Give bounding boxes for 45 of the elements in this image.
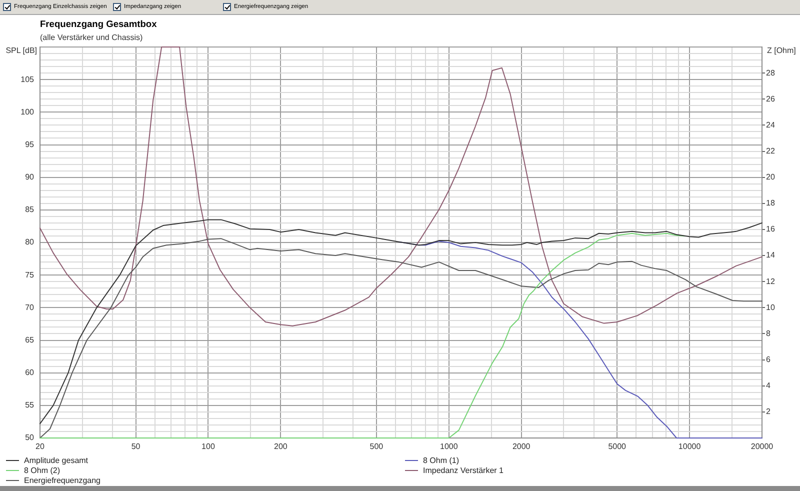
y-tick-label: 105 — [20, 74, 35, 84]
x-tick-label: 100 — [202, 442, 216, 452]
x-tick-label: 200 — [274, 442, 288, 452]
y2-tick-label: 26 — [766, 94, 776, 104]
x-tick-label: 2000 — [512, 442, 531, 452]
x-tick-label: 20 — [36, 442, 45, 452]
y2-tick-label: 10 — [766, 302, 776, 312]
y-tick-label: 75 — [25, 270, 35, 280]
chart-subtitle: (alle Verstärker und Chassis) — [40, 33, 143, 42]
y2-tick-label: 16 — [766, 224, 776, 234]
x-tick-label: 50 — [131, 442, 141, 452]
y-tick-label: 65 — [25, 335, 35, 344]
chart-title: Frequenzgang Gesamtbox — [40, 19, 157, 29]
y-tick-label: 50 — [25, 433, 35, 442]
y-tick-label: 70 — [25, 302, 35, 312]
y2-tick-label: 4 — [766, 381, 771, 390]
y-tick-label: 55 — [25, 400, 35, 410]
y2-axis-title: Z [Ohm] — [767, 46, 796, 56]
y-tick-label: 100 — [20, 107, 35, 116]
x-tick-label: 20000 — [750, 442, 774, 452]
y-tick-label: 60 — [25, 368, 35, 378]
y2-tick-label: 12 — [766, 276, 776, 286]
y2-tick-label: 2 — [766, 407, 771, 416]
legend-label: Impedanz Verstärker 1 — [423, 466, 504, 475]
x-tick-label: 10000 — [678, 442, 702, 452]
x-tick-label: 500 — [370, 442, 384, 452]
y2-tick-label: 20 — [766, 172, 776, 182]
y2-tick-label: 6 — [766, 355, 771, 364]
y-tick-label: 85 — [25, 205, 35, 214]
legend-label: 8 Ohm (1) — [423, 456, 460, 465]
legend-label: Energiefrequenzgang — [24, 476, 101, 486]
y-axis-title: SPL [dB] — [6, 46, 37, 56]
y-tick-label: 80 — [25, 238, 35, 247]
y2-tick-label: 8 — [766, 328, 771, 338]
y-tick-label: 95 — [25, 140, 35, 149]
y-tick-label: 90 — [25, 172, 35, 182]
x-tick-label: 5000 — [608, 442, 627, 452]
y2-tick-label: 18 — [766, 198, 776, 208]
y2-tick-label: 14 — [766, 250, 776, 260]
legend-label: Amplitude gesamt — [24, 456, 88, 465]
x-tick-label: 1000 — [440, 442, 458, 452]
y2-tick-label: 24 — [766, 120, 776, 130]
y2-tick-label: 28 — [766, 68, 776, 78]
y2-tick-label: 22 — [766, 146, 776, 156]
legend-label: 8 Ohm (2) — [24, 466, 60, 475]
